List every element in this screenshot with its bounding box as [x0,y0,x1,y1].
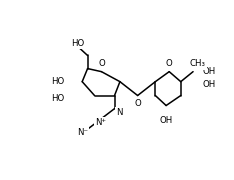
Text: HO: HO [51,77,64,86]
Text: O: O [134,99,141,108]
Text: N: N [116,108,122,117]
Text: CH₃: CH₃ [190,59,206,68]
Text: O: O [166,59,173,68]
Text: O: O [98,59,105,68]
Text: OH: OH [202,67,216,76]
Text: HO: HO [51,94,64,103]
Text: OH: OH [202,80,216,89]
Text: N⁻: N⁻ [77,128,88,137]
Text: HO: HO [71,39,84,48]
Text: OH: OH [160,116,173,125]
Text: N⁺: N⁺ [95,118,106,127]
